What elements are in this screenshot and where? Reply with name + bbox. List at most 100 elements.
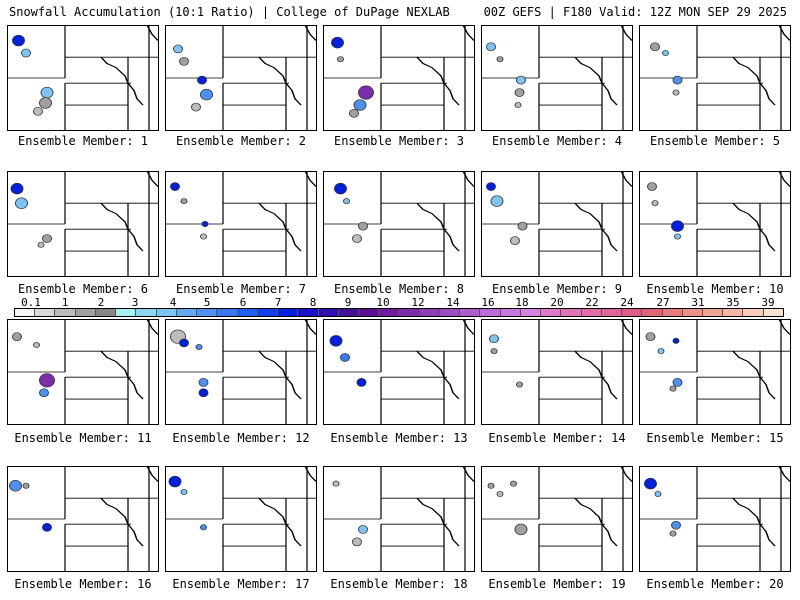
ensemble-member-label: Ensemble Member: 7	[175, 282, 307, 296]
colorbar-swatch	[581, 309, 602, 316]
colorbar-swatch	[662, 309, 683, 316]
coast-line	[304, 26, 316, 41]
snowfall-area	[201, 220, 209, 228]
ensemble-member-label: Ensemble Member: 10	[646, 282, 784, 296]
colorbar-labels: 0.1 1 2 3 4 5 6 7 8 9 10 12 14 16 18 20 22 24 27 31 35 39	[0, 296, 800, 309]
river-line	[574, 202, 618, 252]
snowfall-area	[349, 108, 359, 118]
snowfall-map	[8, 320, 158, 424]
colorbar-tick-label: 16	[481, 296, 495, 309]
snowfall-area	[486, 182, 496, 191]
snowfall-area	[645, 332, 656, 342]
snowfall-map	[640, 467, 790, 571]
river-line	[100, 202, 144, 252]
ensemble-panel-20	[639, 466, 791, 572]
colorbar-swatch	[763, 309, 783, 316]
colorbar-tick-label: 7	[274, 296, 282, 309]
snowfall-area	[12, 34, 25, 47]
snowfall-area	[352, 537, 362, 547]
colorbar-swatch	[338, 309, 359, 316]
colorbar-swatch	[15, 309, 36, 316]
snowfall-area	[200, 88, 213, 101]
snowfall-area	[179, 56, 189, 66]
snowfall-area	[337, 56, 344, 63]
coast-line	[778, 172, 790, 187]
colorbar-swatch	[95, 309, 117, 316]
coast-line	[304, 172, 316, 187]
snowfall-area	[332, 480, 340, 487]
snowfall-area	[672, 75, 683, 85]
snowfall-area	[671, 220, 684, 232]
snowfall-area	[654, 491, 662, 498]
snowfall-area	[517, 221, 528, 231]
colorbar-swatch	[480, 309, 501, 316]
snowfall-area	[353, 99, 367, 111]
ensemble-member-label: Ensemble Member: 17	[172, 577, 310, 591]
coast-line	[146, 467, 158, 482]
ensemble-member-label: Ensemble Member: 2	[175, 134, 307, 148]
colorbar-swatch	[156, 309, 177, 316]
colorbar-swatch	[35, 309, 56, 316]
map-title: Snowfall Accumulation (10:1 Ratio) | Col…	[9, 5, 450, 19]
valid-time-label: 00Z GEFS | F180 Valid: 12Z MON SEP 29 20…	[483, 5, 787, 19]
snowfall-area	[33, 341, 40, 348]
snowfall-area	[516, 75, 526, 85]
snowfall-map	[324, 467, 474, 571]
snowfall-area	[671, 520, 681, 530]
ensemble-panel-11	[7, 319, 159, 425]
ensemble-panel-7	[165, 171, 317, 277]
river-line	[416, 497, 460, 547]
snowfall-map	[640, 320, 790, 424]
ensemble-panel-13	[323, 319, 475, 425]
snowfall-map	[8, 172, 158, 276]
coast-line	[462, 467, 474, 482]
river-line	[258, 350, 302, 400]
colorbar-tick-label: 3	[131, 296, 139, 309]
snowfall-area	[651, 200, 659, 207]
colorbar-swatch	[601, 309, 623, 316]
coast-line	[146, 26, 158, 41]
snowfall-map	[166, 467, 316, 571]
snowfall-area	[514, 523, 528, 536]
river-line	[100, 56, 144, 106]
snowfall-map	[324, 172, 474, 276]
colorbar-swatch	[278, 309, 299, 316]
ensemble-member-label: Ensemble Member: 13	[330, 431, 468, 445]
colorbar-tick-label: 10	[376, 296, 390, 309]
ensemble-member-label: Ensemble Member: 3	[333, 134, 465, 148]
colorbar-swatch	[500, 309, 521, 316]
snowfall-area	[173, 44, 183, 54]
snowfall-area	[358, 525, 368, 534]
snowfall-area	[15, 197, 28, 209]
river-line	[732, 56, 776, 106]
ensemble-panel-14	[481, 319, 633, 425]
snowfall-area	[669, 385, 677, 392]
snowfall-area	[39, 373, 55, 388]
colorbar-tick-label: 22	[585, 296, 599, 309]
river-line	[732, 350, 776, 400]
snowfall-area	[510, 480, 517, 487]
snowfall-area	[198, 378, 209, 387]
snowfall-area	[343, 198, 350, 205]
snowfall-map	[8, 26, 158, 130]
snowfall-area	[352, 234, 362, 243]
colorbar-tick-label: 18	[515, 296, 529, 309]
snowfall-area	[331, 36, 344, 49]
snowfall-area	[180, 488, 188, 495]
ensemble-member-label: Ensemble Member: 15	[646, 431, 784, 445]
coast-line	[620, 172, 632, 187]
colorbar-swatch	[298, 309, 319, 316]
colorbar-tick-label: 1	[61, 296, 69, 309]
snowfall-area	[200, 233, 207, 240]
snowfall-area	[42, 234, 52, 243]
ensemble-member-label: Ensemble Member: 5	[649, 134, 781, 148]
snowfall-map	[166, 172, 316, 276]
colorbar-swatch	[723, 309, 744, 316]
snowfall-area	[662, 50, 669, 57]
river-line	[100, 350, 144, 400]
river-line	[416, 202, 460, 252]
ensemble-panel-15	[639, 319, 791, 425]
snowfall-area	[168, 475, 182, 488]
colorbar-swatch	[460, 309, 481, 316]
river-line	[258, 202, 302, 252]
